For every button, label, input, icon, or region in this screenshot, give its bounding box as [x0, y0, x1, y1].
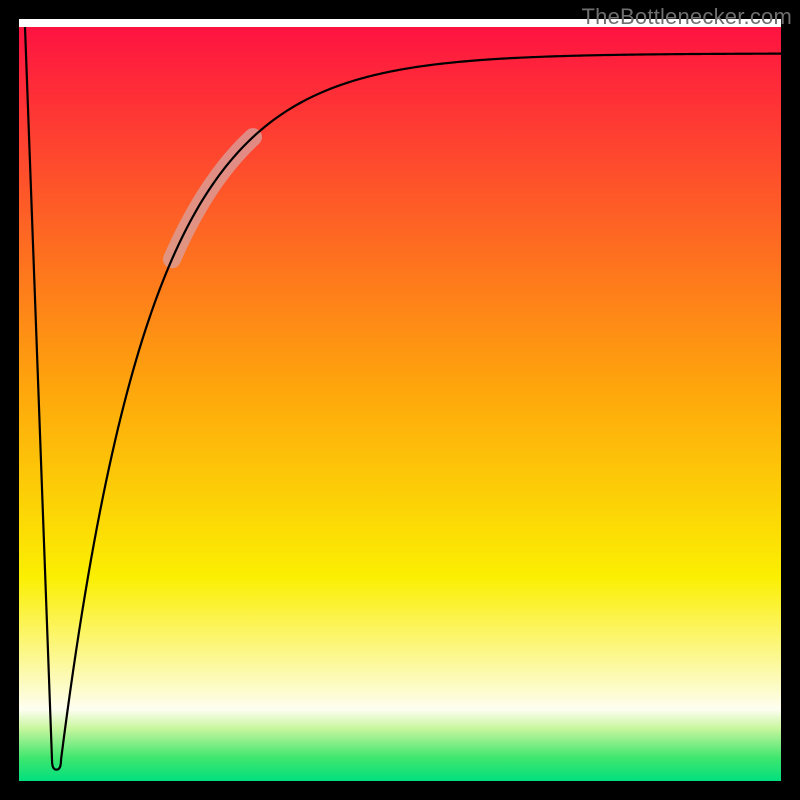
chart-container: TheBottlenecker.com [0, 0, 800, 800]
bottleneck-chart [0, 0, 800, 800]
gradient-background [19, 27, 781, 781]
watermark-text: TheBottlenecker.com [582, 4, 792, 30]
